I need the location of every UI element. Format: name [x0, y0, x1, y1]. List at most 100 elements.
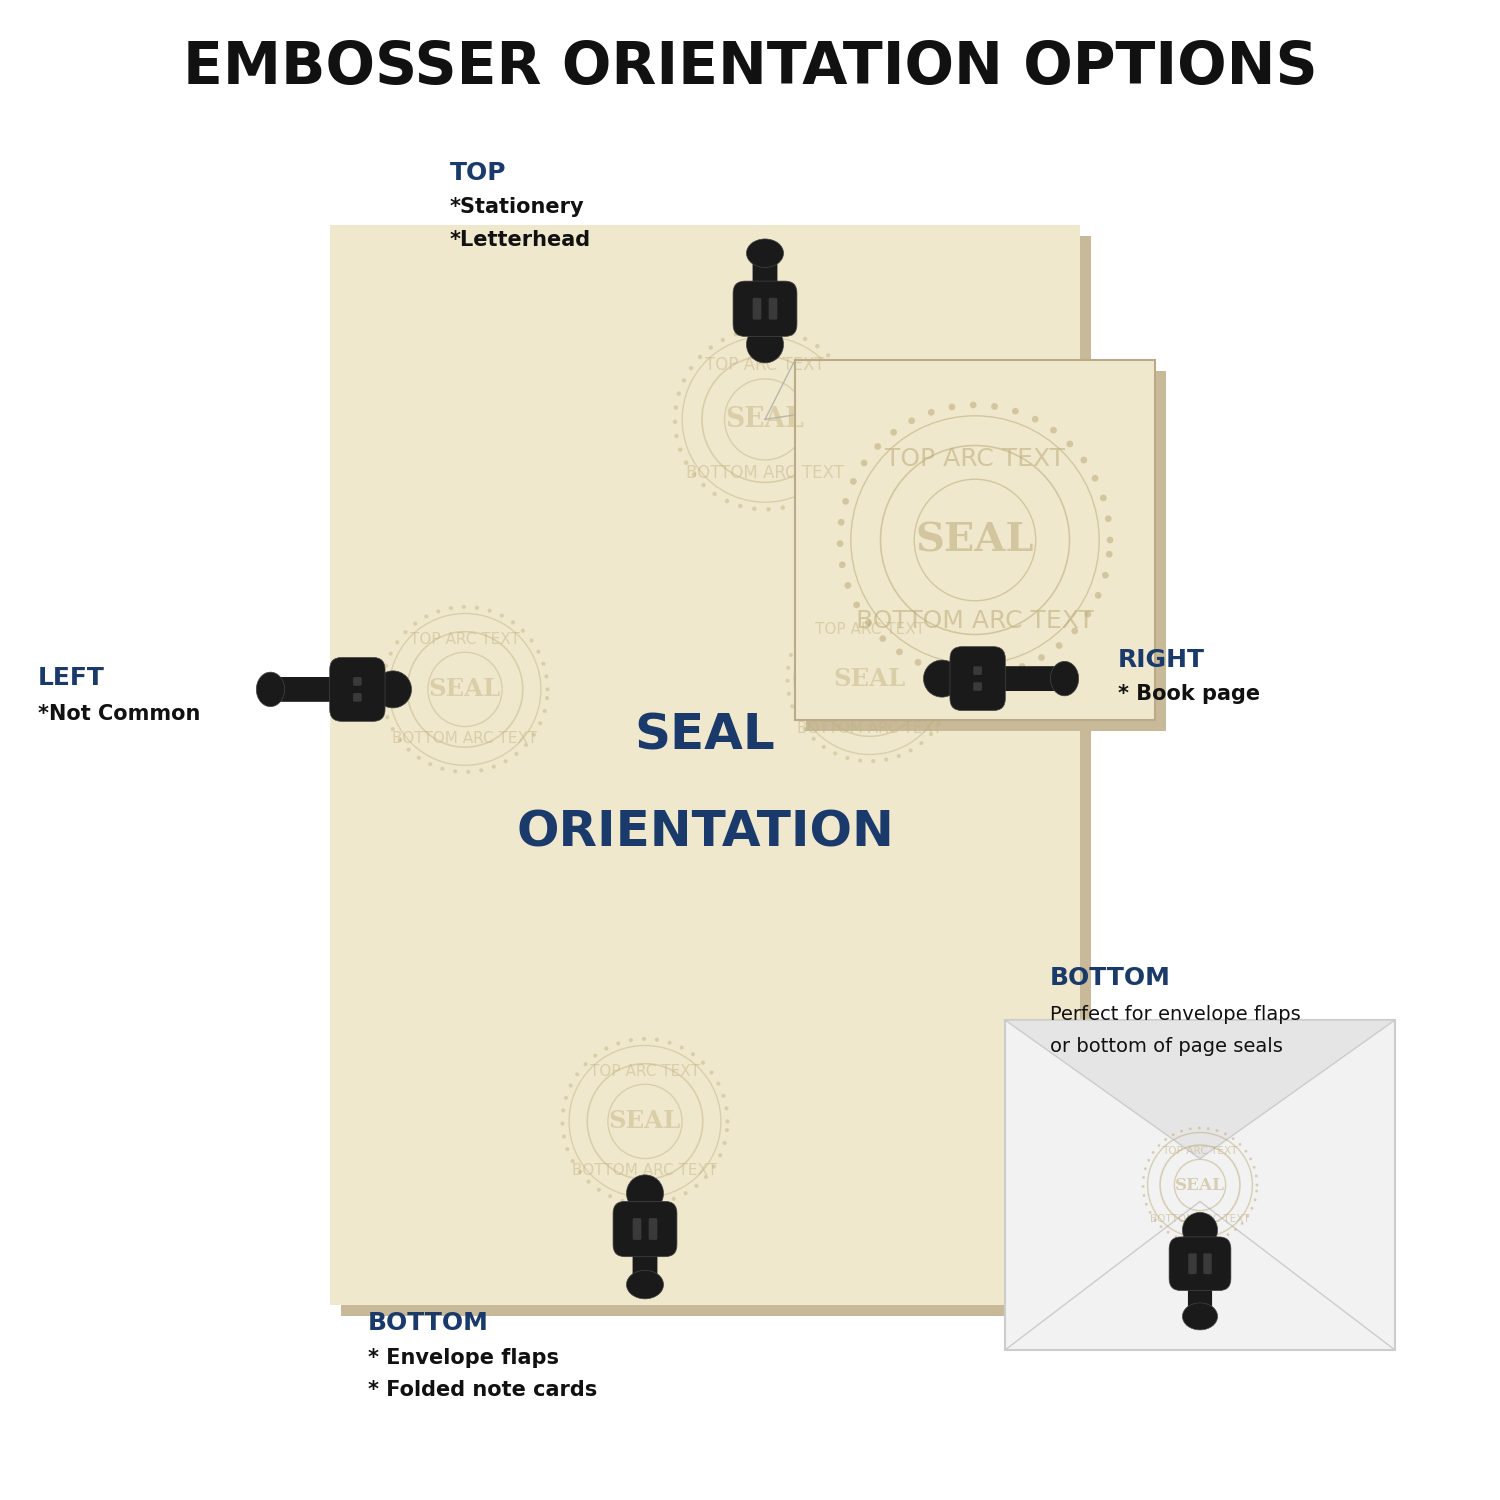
Circle shape: [710, 1071, 714, 1074]
Circle shape: [597, 1188, 602, 1192]
FancyBboxPatch shape: [936, 668, 966, 690]
Circle shape: [928, 410, 934, 416]
Text: *Stationery: *Stationery: [450, 196, 585, 217]
Circle shape: [680, 1046, 684, 1050]
Circle shape: [1092, 476, 1098, 482]
Text: ORIENTATION: ORIENTATION: [516, 808, 894, 856]
Circle shape: [1013, 408, 1019, 414]
Circle shape: [381, 690, 384, 693]
Circle shape: [656, 1038, 658, 1042]
Circle shape: [642, 1036, 646, 1041]
Circle shape: [1251, 1208, 1254, 1210]
Circle shape: [568, 1083, 573, 1088]
Circle shape: [382, 702, 386, 706]
Circle shape: [976, 672, 984, 678]
Circle shape: [812, 736, 816, 741]
Circle shape: [504, 759, 507, 764]
Circle shape: [406, 747, 411, 752]
Circle shape: [1167, 1232, 1170, 1233]
Circle shape: [950, 663, 954, 668]
Text: SEAL: SEAL: [726, 406, 804, 433]
Text: * Folded note cards: * Folded note cards: [368, 1380, 597, 1401]
Circle shape: [844, 582, 850, 590]
Circle shape: [712, 492, 717, 496]
Circle shape: [633, 1202, 638, 1206]
Circle shape: [520, 628, 525, 633]
FancyBboxPatch shape: [753, 298, 762, 320]
Text: BOTTOM ARC TEXT: BOTTOM ARC TEXT: [686, 465, 844, 483]
Text: * Book page: * Book page: [1118, 684, 1260, 705]
FancyBboxPatch shape: [987, 666, 1071, 692]
Circle shape: [853, 602, 859, 609]
Circle shape: [675, 433, 680, 438]
FancyBboxPatch shape: [633, 1180, 657, 1214]
Circle shape: [789, 652, 794, 657]
Circle shape: [717, 1082, 720, 1086]
FancyBboxPatch shape: [1190, 1218, 1212, 1248]
Circle shape: [718, 1154, 723, 1158]
Text: EMBOSSER ORIENTATION OPTIONS: EMBOSSER ORIENTATION OPTIONS: [183, 39, 1317, 96]
Circle shape: [808, 620, 813, 624]
FancyBboxPatch shape: [1188, 1254, 1197, 1274]
Circle shape: [867, 594, 871, 598]
Ellipse shape: [256, 672, 285, 706]
Circle shape: [948, 698, 951, 702]
Circle shape: [747, 326, 783, 363]
Bar: [1005, 1020, 1395, 1350]
Circle shape: [530, 639, 534, 642]
Text: SEAL: SEAL: [915, 520, 1035, 560]
Text: BOTTOM ARC TEXT: BOTTOM ARC TEXT: [856, 609, 1094, 633]
Circle shape: [388, 651, 393, 656]
Text: TOP ARC TEXT: TOP ARC TEXT: [410, 633, 520, 648]
FancyBboxPatch shape: [1168, 1238, 1232, 1290]
Circle shape: [500, 614, 504, 618]
Text: SEAL: SEAL: [429, 678, 501, 702]
Circle shape: [627, 1174, 663, 1212]
Circle shape: [1218, 1238, 1221, 1240]
Text: TOP ARC TEXT: TOP ARC TEXT: [590, 1065, 700, 1080]
Circle shape: [723, 1142, 726, 1144]
Circle shape: [920, 741, 924, 746]
Circle shape: [1084, 610, 1090, 618]
Circle shape: [384, 663, 388, 668]
Circle shape: [1164, 1138, 1167, 1142]
Circle shape: [436, 609, 441, 613]
FancyBboxPatch shape: [753, 314, 777, 345]
Circle shape: [466, 770, 471, 774]
Circle shape: [928, 732, 933, 736]
Circle shape: [852, 404, 856, 408]
Circle shape: [794, 501, 798, 506]
Circle shape: [1032, 416, 1038, 423]
FancyBboxPatch shape: [753, 248, 777, 298]
Circle shape: [544, 675, 549, 678]
Circle shape: [616, 1041, 621, 1046]
Circle shape: [946, 651, 951, 656]
Circle shape: [566, 1148, 570, 1150]
FancyBboxPatch shape: [614, 1202, 676, 1257]
Circle shape: [934, 627, 939, 632]
Circle shape: [790, 705, 795, 708]
Ellipse shape: [1050, 662, 1078, 696]
Circle shape: [948, 404, 956, 411]
Text: LEFT: LEFT: [38, 666, 105, 690]
Circle shape: [394, 640, 399, 645]
Circle shape: [879, 634, 886, 642]
Circle shape: [621, 1198, 624, 1203]
Circle shape: [375, 670, 411, 708]
Circle shape: [780, 506, 784, 510]
Circle shape: [830, 603, 834, 608]
Circle shape: [424, 615, 429, 618]
Text: BOTTOM ARC TEXT: BOTTOM ARC TEXT: [798, 720, 942, 735]
Circle shape: [628, 1038, 633, 1042]
Circle shape: [891, 429, 897, 435]
Circle shape: [398, 738, 402, 742]
Circle shape: [1095, 592, 1101, 598]
Circle shape: [674, 405, 678, 410]
Circle shape: [692, 472, 696, 477]
FancyBboxPatch shape: [1203, 1254, 1212, 1274]
Circle shape: [852, 417, 858, 422]
Circle shape: [1246, 1215, 1250, 1218]
Circle shape: [1198, 1126, 1200, 1130]
Circle shape: [836, 364, 840, 369]
Circle shape: [789, 332, 794, 336]
